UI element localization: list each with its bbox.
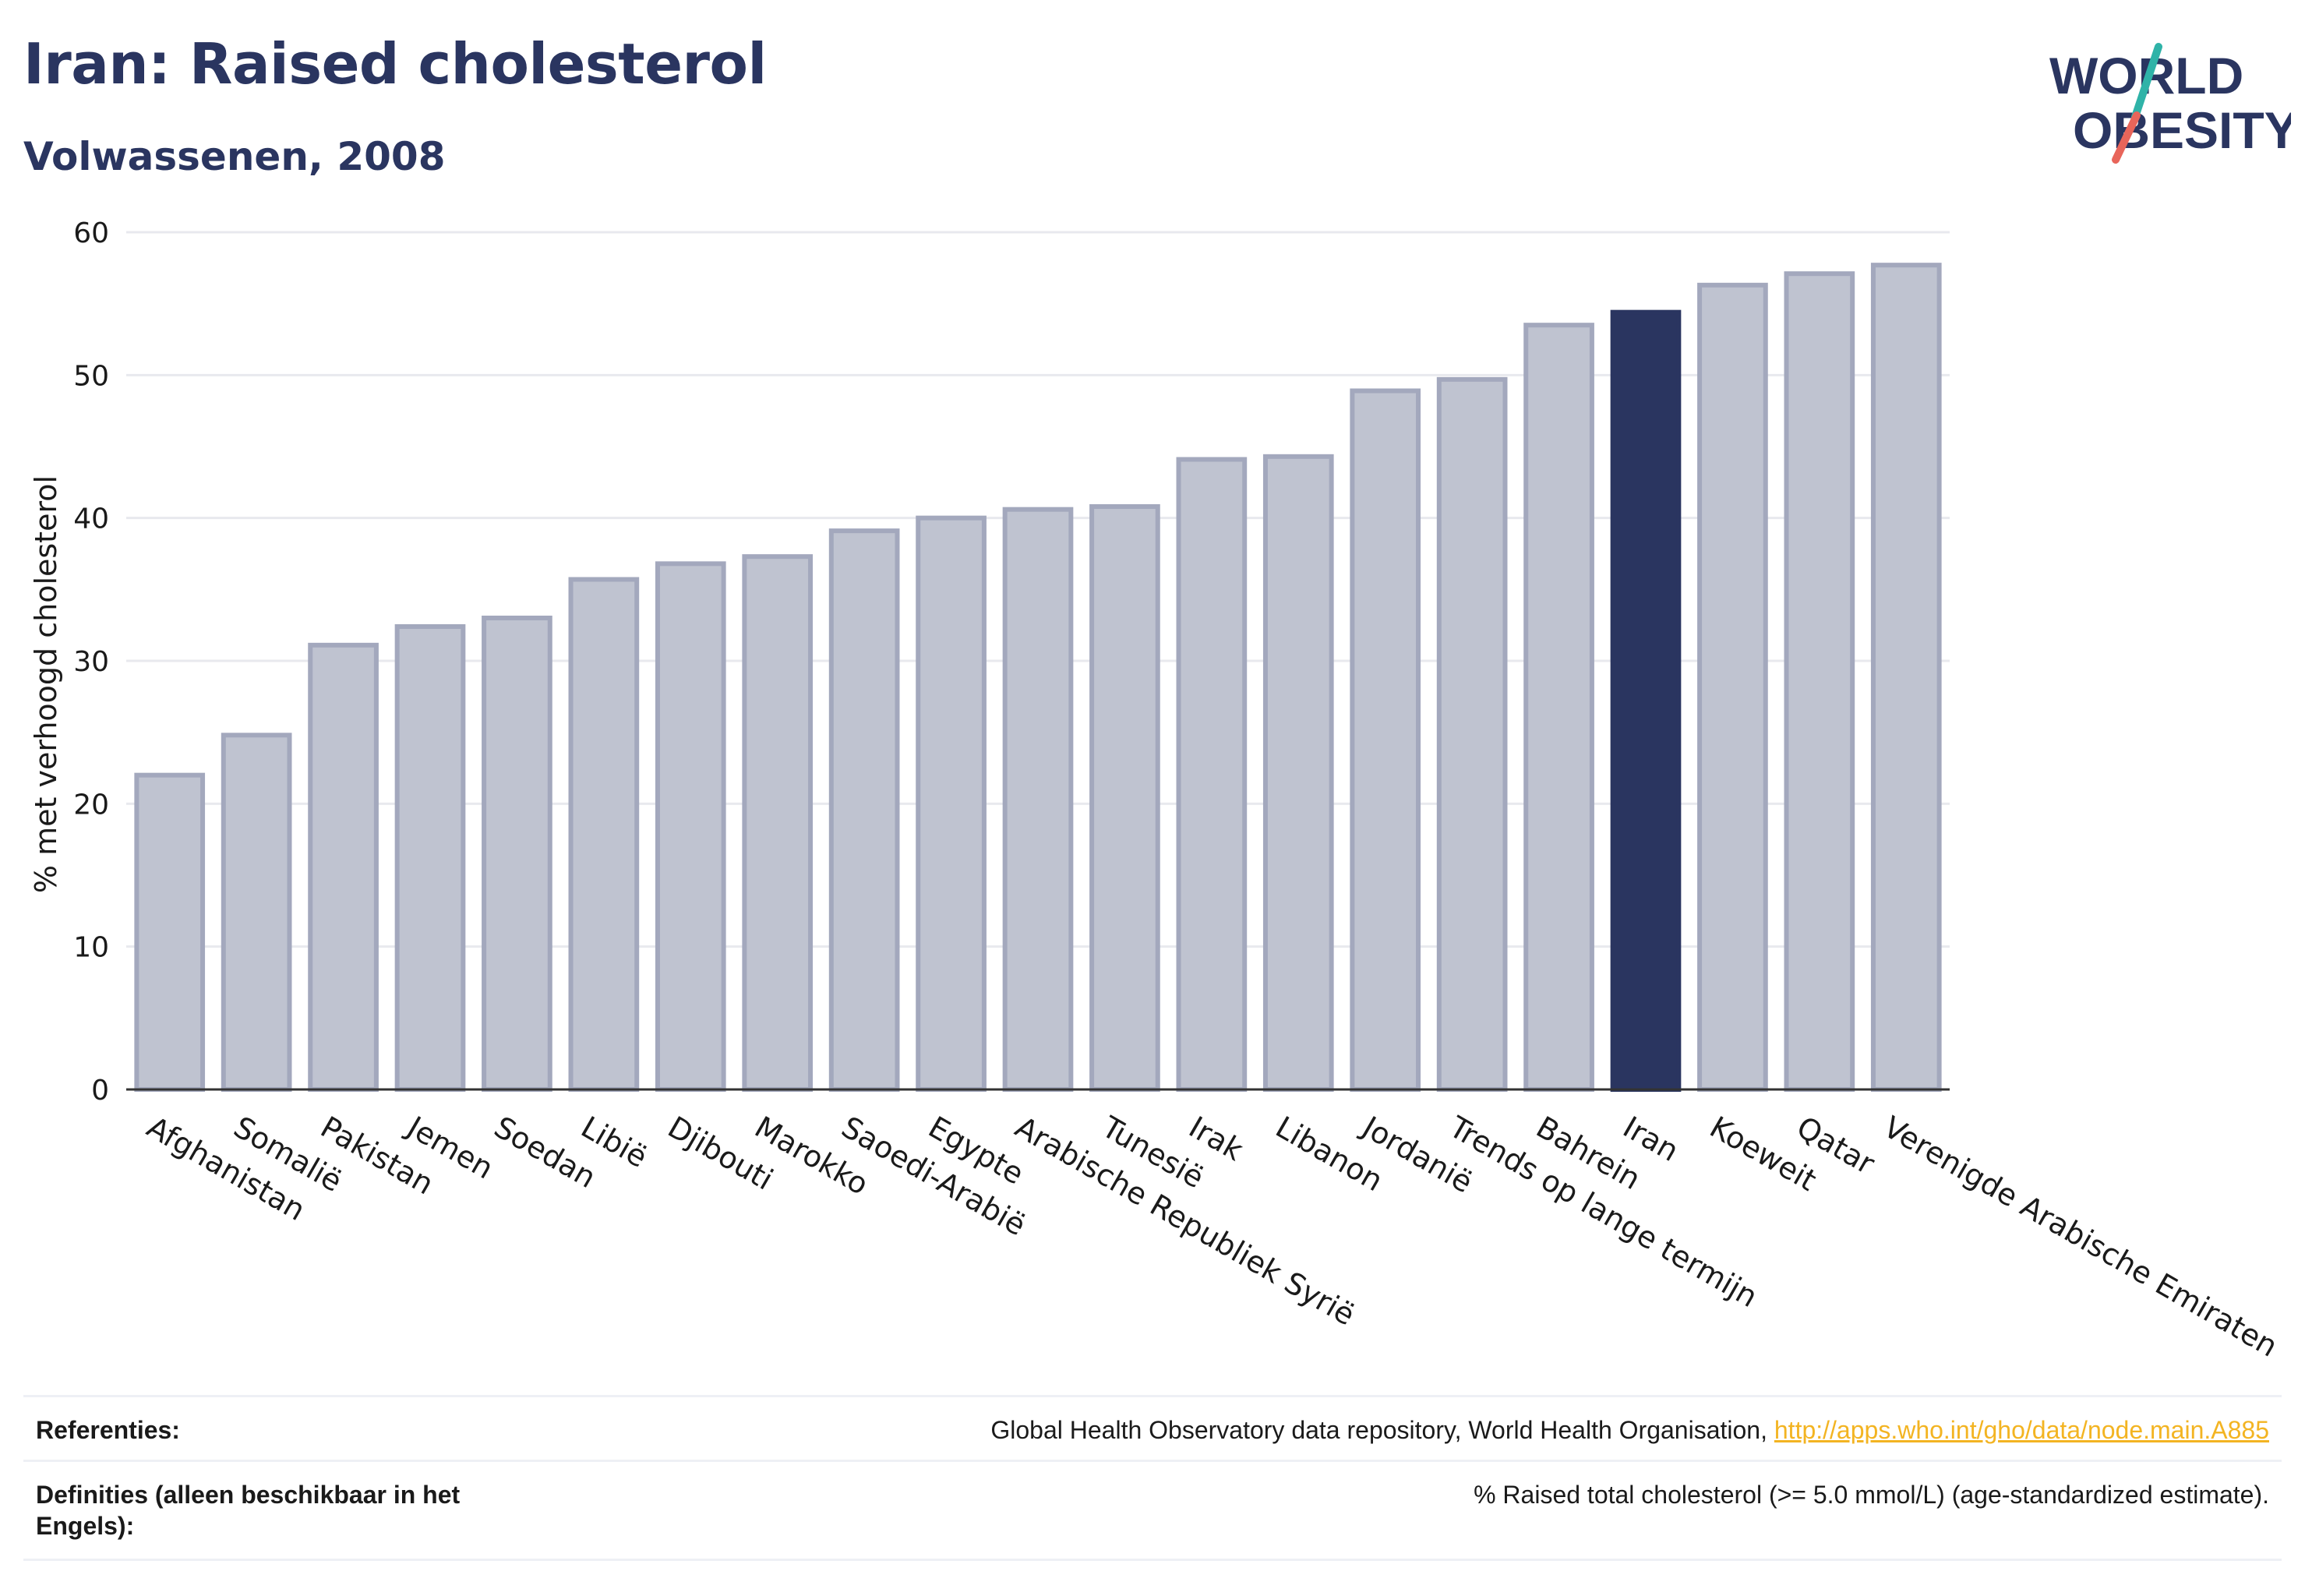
logo-word-obesity: OBESITY bbox=[2073, 101, 2291, 159]
bar-iran bbox=[1610, 309, 1682, 1092]
references-label: Referenties: bbox=[36, 1416, 180, 1444]
bar-marokko bbox=[742, 554, 814, 1092]
bar-jemen bbox=[394, 624, 466, 1092]
y-tick-label: 10 bbox=[73, 932, 109, 964]
y-tick-label: 50 bbox=[73, 360, 109, 392]
definitions-label: Definities (alleen beschikbaar in het En… bbox=[36, 1481, 461, 1540]
y-tick-label: 60 bbox=[73, 217, 109, 249]
y-axis-label: % met verhoogd cholesterol bbox=[29, 475, 63, 893]
y-tick-label: 20 bbox=[73, 789, 109, 821]
bar-somali- bbox=[221, 733, 292, 1092]
logo-slash-bottom bbox=[2112, 111, 2141, 164]
bar-libanon bbox=[1262, 454, 1334, 1092]
bar-pakistan bbox=[308, 642, 379, 1092]
bar-egypte bbox=[916, 515, 987, 1092]
definitions-value: % Raised total cholesterol (>= 5.0 mmol/… bbox=[1474, 1481, 2269, 1509]
bar-qatar bbox=[1784, 271, 1855, 1093]
logo-slash-top bbox=[2131, 43, 2162, 121]
bar-afghanistan bbox=[134, 772, 206, 1093]
bar-koeweit bbox=[1697, 282, 1768, 1092]
y-tick-label: 0 bbox=[91, 1075, 109, 1107]
bar-verenigde-arabische-emiraten bbox=[1870, 263, 1942, 1093]
chart-footer: Referenties: Global Health Observatory d… bbox=[23, 1395, 2282, 1561]
bar-tunesi- bbox=[1089, 504, 1160, 1092]
references-value: Global Health Observatory data repositor… bbox=[990, 1414, 2269, 1446]
x-tick-labels: AfghanistanSomaliëPakistanJemenSoedanLib… bbox=[141, 1109, 2283, 1364]
bar-djibouti bbox=[655, 561, 726, 1092]
references-link[interactable]: http://apps.who.int/gho/data/node.main.A… bbox=[1774, 1416, 2269, 1444]
y-tick-label: 30 bbox=[73, 646, 109, 678]
bar-libi- bbox=[568, 577, 640, 1092]
y-tick-label: 40 bbox=[73, 503, 109, 535]
world-obesity-logo: WORLD OBESITY bbox=[2049, 43, 2291, 164]
bar-bahrein bbox=[1523, 323, 1594, 1092]
bar-trends-op-lange-termijn bbox=[1436, 376, 1508, 1093]
bar-arabische-republiek-syri- bbox=[1002, 507, 1074, 1092]
chart-title: Iran: Raised cholesterol bbox=[23, 31, 767, 97]
bar-chart: 0 10 20 30 40 50 60 AfghanistanSomaliëPakistan… bbox=[29, 217, 2283, 1364]
bar-saoedi-arabi- bbox=[828, 528, 900, 1092]
references-row: Referenties: Global Health Observatory d… bbox=[23, 1395, 2282, 1460]
references-text: Global Health Observatory data repositor… bbox=[990, 1416, 1774, 1444]
definitions-row: Definities (alleen beschikbaar in het En… bbox=[23, 1460, 2282, 1561]
chart-subtitle: Volwassenen, 2008 bbox=[23, 134, 446, 179]
bar-irak bbox=[1176, 457, 1248, 1092]
y-tick-labels: 0 10 20 30 40 50 60 bbox=[73, 217, 109, 1107]
bar-jordani- bbox=[1350, 388, 1421, 1092]
x-tick-label: Verenigde Arabische Emiraten bbox=[1878, 1110, 2283, 1364]
bar-soedan bbox=[482, 616, 552, 1092]
bar-layer bbox=[126, 263, 1950, 1093]
